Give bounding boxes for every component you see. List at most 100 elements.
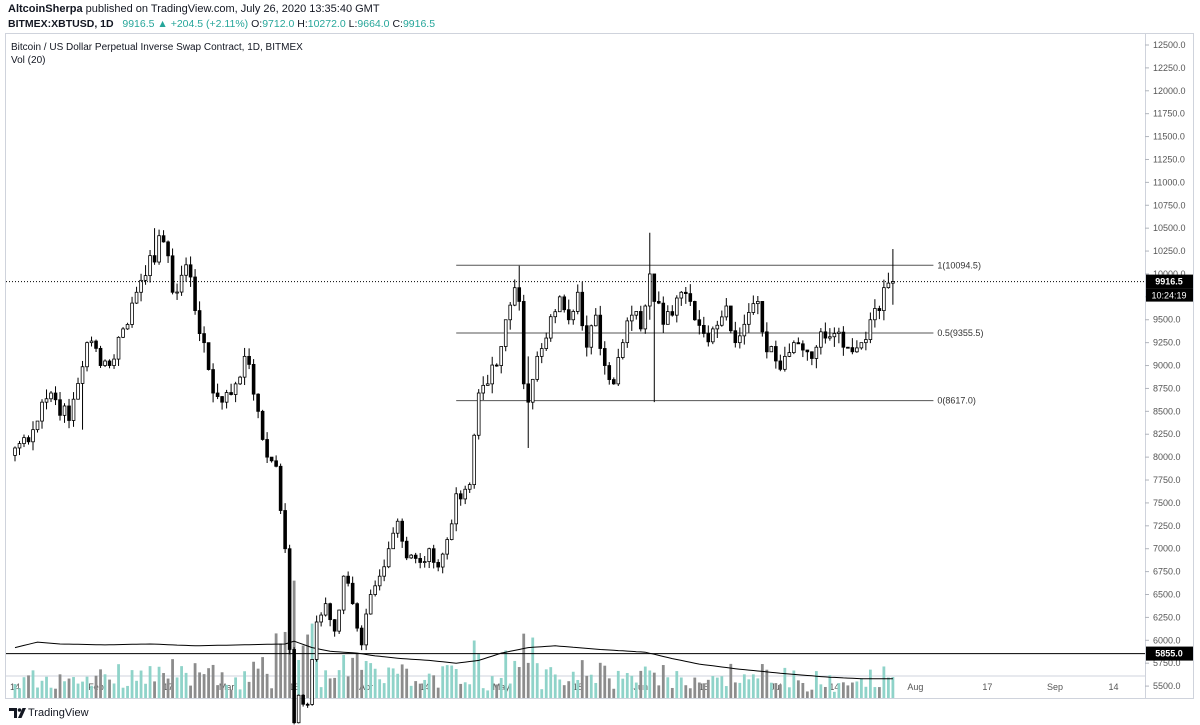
volume-bar: [778, 684, 782, 698]
candle-body: [53, 392, 58, 401]
volume-bar: [783, 667, 787, 698]
candle-body: [652, 273, 657, 302]
candle-body: [292, 649, 296, 724]
candle-body: [846, 346, 850, 349]
candle-body: [116, 336, 121, 360]
volume-bar: [211, 664, 215, 698]
candle-body: [873, 308, 877, 321]
volume-bar: [873, 687, 877, 698]
volume-bar: [670, 687, 674, 698]
candle-body: [76, 383, 80, 400]
volume-bar: [157, 666, 161, 698]
tradingview-brand[interactable]: TradingView: [28, 707, 89, 719]
volume-bar: [450, 665, 454, 698]
author-name[interactable]: AltcoinSherpa: [8, 3, 83, 15]
candle-body: [328, 603, 332, 621]
candle-body: [593, 314, 598, 327]
volume-bar: [49, 687, 53, 698]
candle-body: [107, 360, 112, 366]
volume-bar: [337, 670, 341, 698]
candle-body: [724, 305, 729, 318]
volume-bar: [270, 688, 274, 698]
volume-bar: [180, 666, 183, 698]
volume-bars: [13, 565, 895, 698]
price-axis-label: 7750.0: [1153, 475, 1181, 485]
time-axis-label: 17: [982, 682, 992, 692]
volume-bar: [535, 663, 539, 698]
candle-body: [571, 311, 576, 321]
candle-body: [855, 347, 859, 353]
volume-bar: [162, 673, 165, 698]
volume-bar: [855, 681, 859, 698]
candle-body: [211, 369, 215, 394]
price-axis-label: 9500.0: [1153, 315, 1181, 325]
volume-bar: [796, 680, 800, 698]
candle-body: [463, 488, 467, 500]
candle-body: [233, 383, 238, 395]
candle-body: [350, 582, 355, 605]
volume-bar: [760, 664, 764, 698]
volume-bar: [769, 682, 773, 698]
volume-bar: [832, 691, 836, 698]
volume-bar: [625, 673, 629, 698]
candle-body: [242, 355, 247, 378]
volume-bar: [342, 654, 346, 698]
volume-bar: [364, 661, 368, 698]
candle-body: [229, 392, 233, 395]
price-axis-label: 8000.0: [1153, 452, 1181, 462]
volume-bar: [877, 687, 881, 698]
price-axis-label: 12500.0: [1153, 40, 1186, 50]
volume-bar: [657, 685, 661, 698]
candle-body: [458, 493, 463, 500]
volume-bar: [756, 678, 760, 698]
volume-bar: [378, 679, 382, 698]
candle-body: [544, 337, 549, 349]
candle-body: [810, 351, 814, 359]
volume-bar: [882, 666, 886, 698]
volume-bar: [594, 682, 598, 698]
volume-bar: [333, 677, 337, 698]
candle-body: [175, 291, 179, 294]
candle-body: [490, 364, 495, 385]
published-text: published on TradingView.com, July 26, 2…: [85, 3, 380, 15]
candle-body: [756, 301, 760, 305]
volume-bar: [580, 660, 584, 698]
price-axis[interactable]: [1146, 33, 1194, 699]
price-axis-label: 10500.0: [1153, 223, 1186, 233]
price-axis-label: 9250.0: [1153, 338, 1181, 348]
volume-bar: [630, 675, 634, 698]
candle-body: [80, 366, 85, 384]
candle-body: [634, 311, 639, 316]
volume-bar: [36, 687, 39, 698]
volume-bar: [360, 669, 364, 698]
volume-bar: [549, 667, 553, 698]
candle-body: [17, 443, 22, 449]
candle-body: [891, 281, 895, 284]
candle-body: [31, 429, 35, 443]
candle-body: [283, 510, 287, 550]
candle-body: [485, 383, 490, 386]
candle-body: [476, 392, 481, 436]
candle-body: [868, 319, 873, 340]
volume-bar: [468, 684, 472, 698]
candle-body: [314, 621, 319, 660]
volume-bar: [166, 678, 170, 698]
volume-legend[interactable]: Vol (20): [11, 55, 46, 66]
volume-bar: [463, 682, 467, 698]
candle-body: [729, 305, 733, 332]
countdown-label: 10:24:19: [1151, 291, 1186, 301]
candle-body: [661, 302, 666, 325]
candle-body: [386, 548, 391, 568]
candle-body: [346, 575, 350, 584]
candle-body: [774, 346, 778, 362]
candle-body: [278, 465, 283, 511]
volume-bar: [697, 682, 701, 698]
candle-body: [206, 342, 211, 370]
volume-bar: [297, 659, 301, 698]
candle-body: [301, 694, 305, 705]
chart-header: AltcoinSherpa published on TradingView.c…: [0, 0, 1200, 32]
volume-bar: [76, 683, 80, 698]
candle-body: [215, 392, 220, 397]
volume-bar: [54, 688, 57, 698]
